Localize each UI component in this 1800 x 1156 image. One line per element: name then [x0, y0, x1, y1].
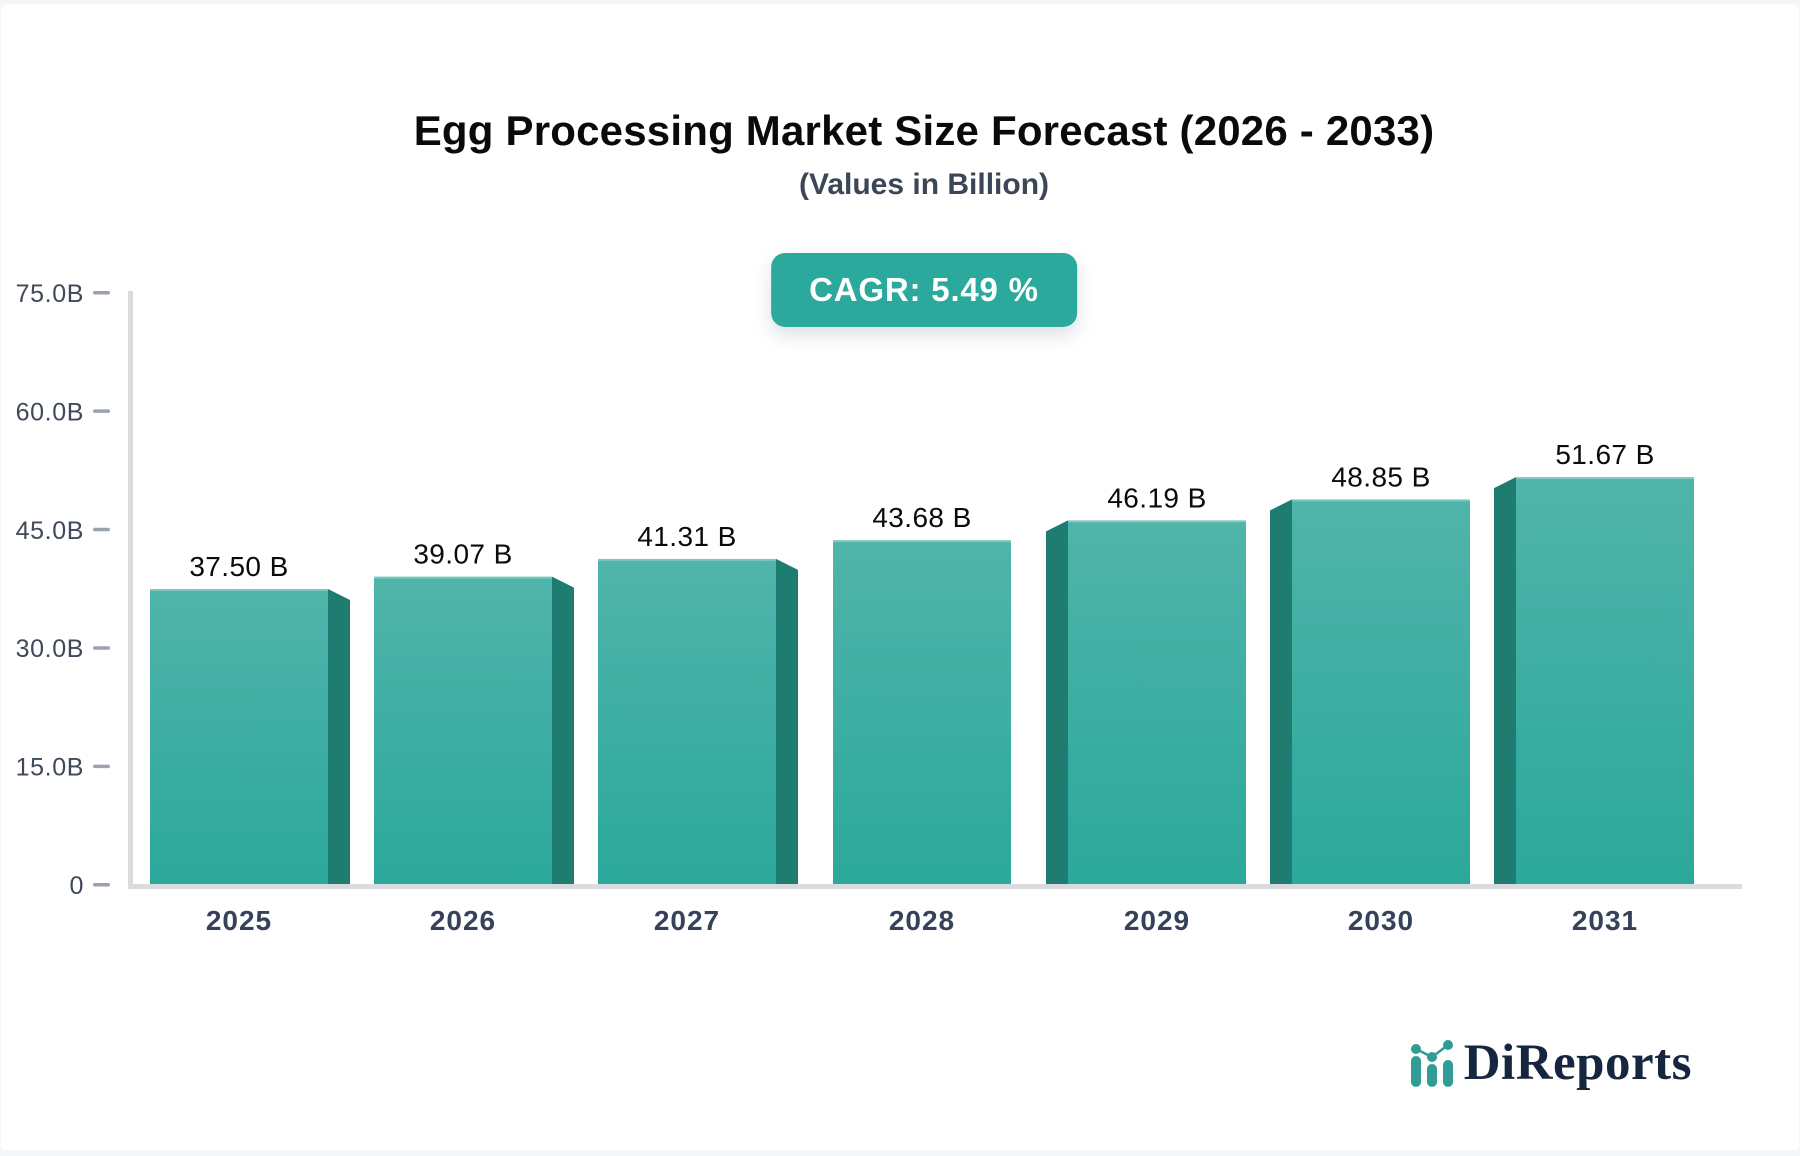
- direports-logo: DiReports: [1409, 1034, 1692, 1092]
- bar-top-rim: [1516, 477, 1694, 480]
- bar-value-label: 41.31 B: [637, 521, 736, 552]
- y-axis-tick-mark: [93, 291, 110, 295]
- x-axis-label: 2027: [654, 905, 720, 936]
- direports-logo-text: DiReports: [1463, 1035, 1692, 1091]
- bar-side-face: [1046, 520, 1068, 885]
- bar-side-face: [1494, 477, 1516, 885]
- chart-subtitle: (Values in Billion): [798, 168, 1050, 201]
- y-axis-tick-label: 15.0B: [16, 754, 84, 782]
- bar-top-rim: [150, 589, 328, 591]
- bar-top-rim: [374, 576, 552, 579]
- x-axis-label: 2026: [430, 905, 496, 936]
- bar-side-face: [552, 576, 574, 885]
- bar-side-face: [328, 589, 350, 885]
- bar-2029: [1068, 520, 1246, 885]
- bar-value-label: 37.50 B: [189, 551, 288, 582]
- y-axis-tick-mark: [93, 764, 110, 769]
- x-axis-label: 2028: [889, 905, 955, 936]
- bar-top-rim: [1068, 520, 1246, 523]
- bar-2028: [833, 540, 1011, 885]
- y-axis-tick-label: 45.0B: [16, 517, 84, 545]
- x-axis-label: 2030: [1348, 905, 1414, 936]
- y-axis-line: [128, 291, 133, 889]
- x-axis-label: 2031: [1572, 905, 1638, 936]
- bar-value-label: 43.68 B: [872, 502, 971, 533]
- x-axis-line: [128, 884, 1742, 889]
- y-axis-tick-label: 75.0B: [16, 280, 84, 308]
- bar-value-label: 51.67 B: [1555, 439, 1654, 470]
- bar-side-face: [776, 558, 798, 885]
- y-axis-tick-mark: [93, 527, 110, 532]
- bar-value-label: 39.07 B: [413, 539, 512, 570]
- bar-value-label: 46.19 B: [1107, 482, 1206, 513]
- bar-2025: [150, 589, 328, 885]
- y-axis-tick-mark: [93, 409, 110, 413]
- bar-top-rim: [1292, 499, 1470, 502]
- y-axis-tick-label: 60.0B: [16, 398, 84, 426]
- bar-2031: [1516, 477, 1694, 885]
- chart-title: Egg Processing Market Size Forecast (202…: [413, 107, 1435, 154]
- bar-value-label: 48.85 B: [1331, 461, 1430, 492]
- y-axis-tick-mark: [93, 883, 110, 887]
- y-axis-tick-label: 0: [69, 872, 84, 900]
- bar-top-rim: [598, 558, 776, 561]
- direports-logo-icon: [1410, 1040, 1453, 1087]
- bar-top-rim: [833, 540, 1011, 543]
- bar-2030: [1292, 499, 1470, 885]
- bar-2026: [374, 576, 552, 885]
- x-axis-label: 2025: [206, 905, 272, 936]
- x-axis-label: 2029: [1124, 905, 1190, 936]
- y-axis-tick-label: 30.0B: [16, 635, 84, 663]
- cagr-badge: CAGR: 5.49 %: [771, 253, 1077, 327]
- y-axis-tick-mark: [93, 646, 110, 650]
- bar-side-face: [1270, 499, 1292, 885]
- bar-2027: [598, 558, 776, 885]
